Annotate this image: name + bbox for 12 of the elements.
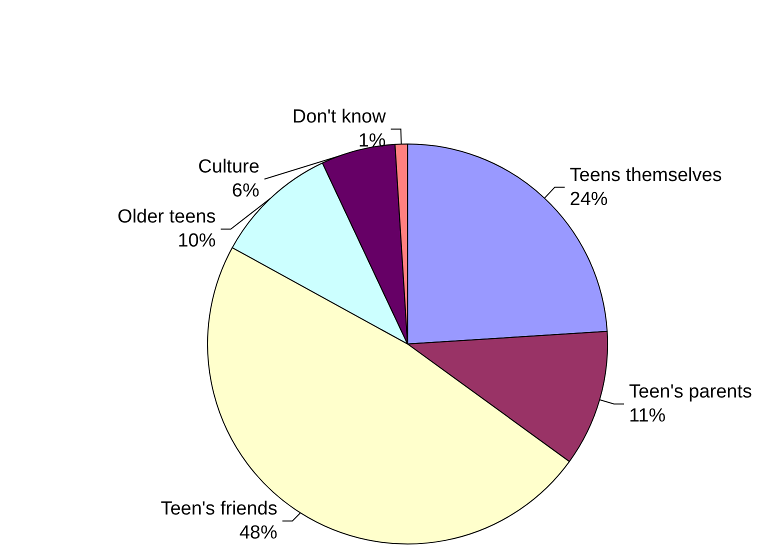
data-label: 11% xyxy=(629,405,666,426)
data-label: 48% xyxy=(239,522,278,544)
slice-label: Don't know xyxy=(292,106,386,128)
data-label: 1% xyxy=(358,130,386,152)
slice-label: Teen's parents xyxy=(629,381,752,402)
slice-label: Older teens xyxy=(118,206,216,228)
slice-label: Teens themselves xyxy=(570,164,722,186)
data-label: 10% xyxy=(178,230,216,252)
slice-label: Teen's friends xyxy=(160,498,278,520)
data-label: 24% xyxy=(570,188,608,210)
data-label: 6% xyxy=(232,180,260,202)
slice-label: Culture xyxy=(198,156,260,178)
